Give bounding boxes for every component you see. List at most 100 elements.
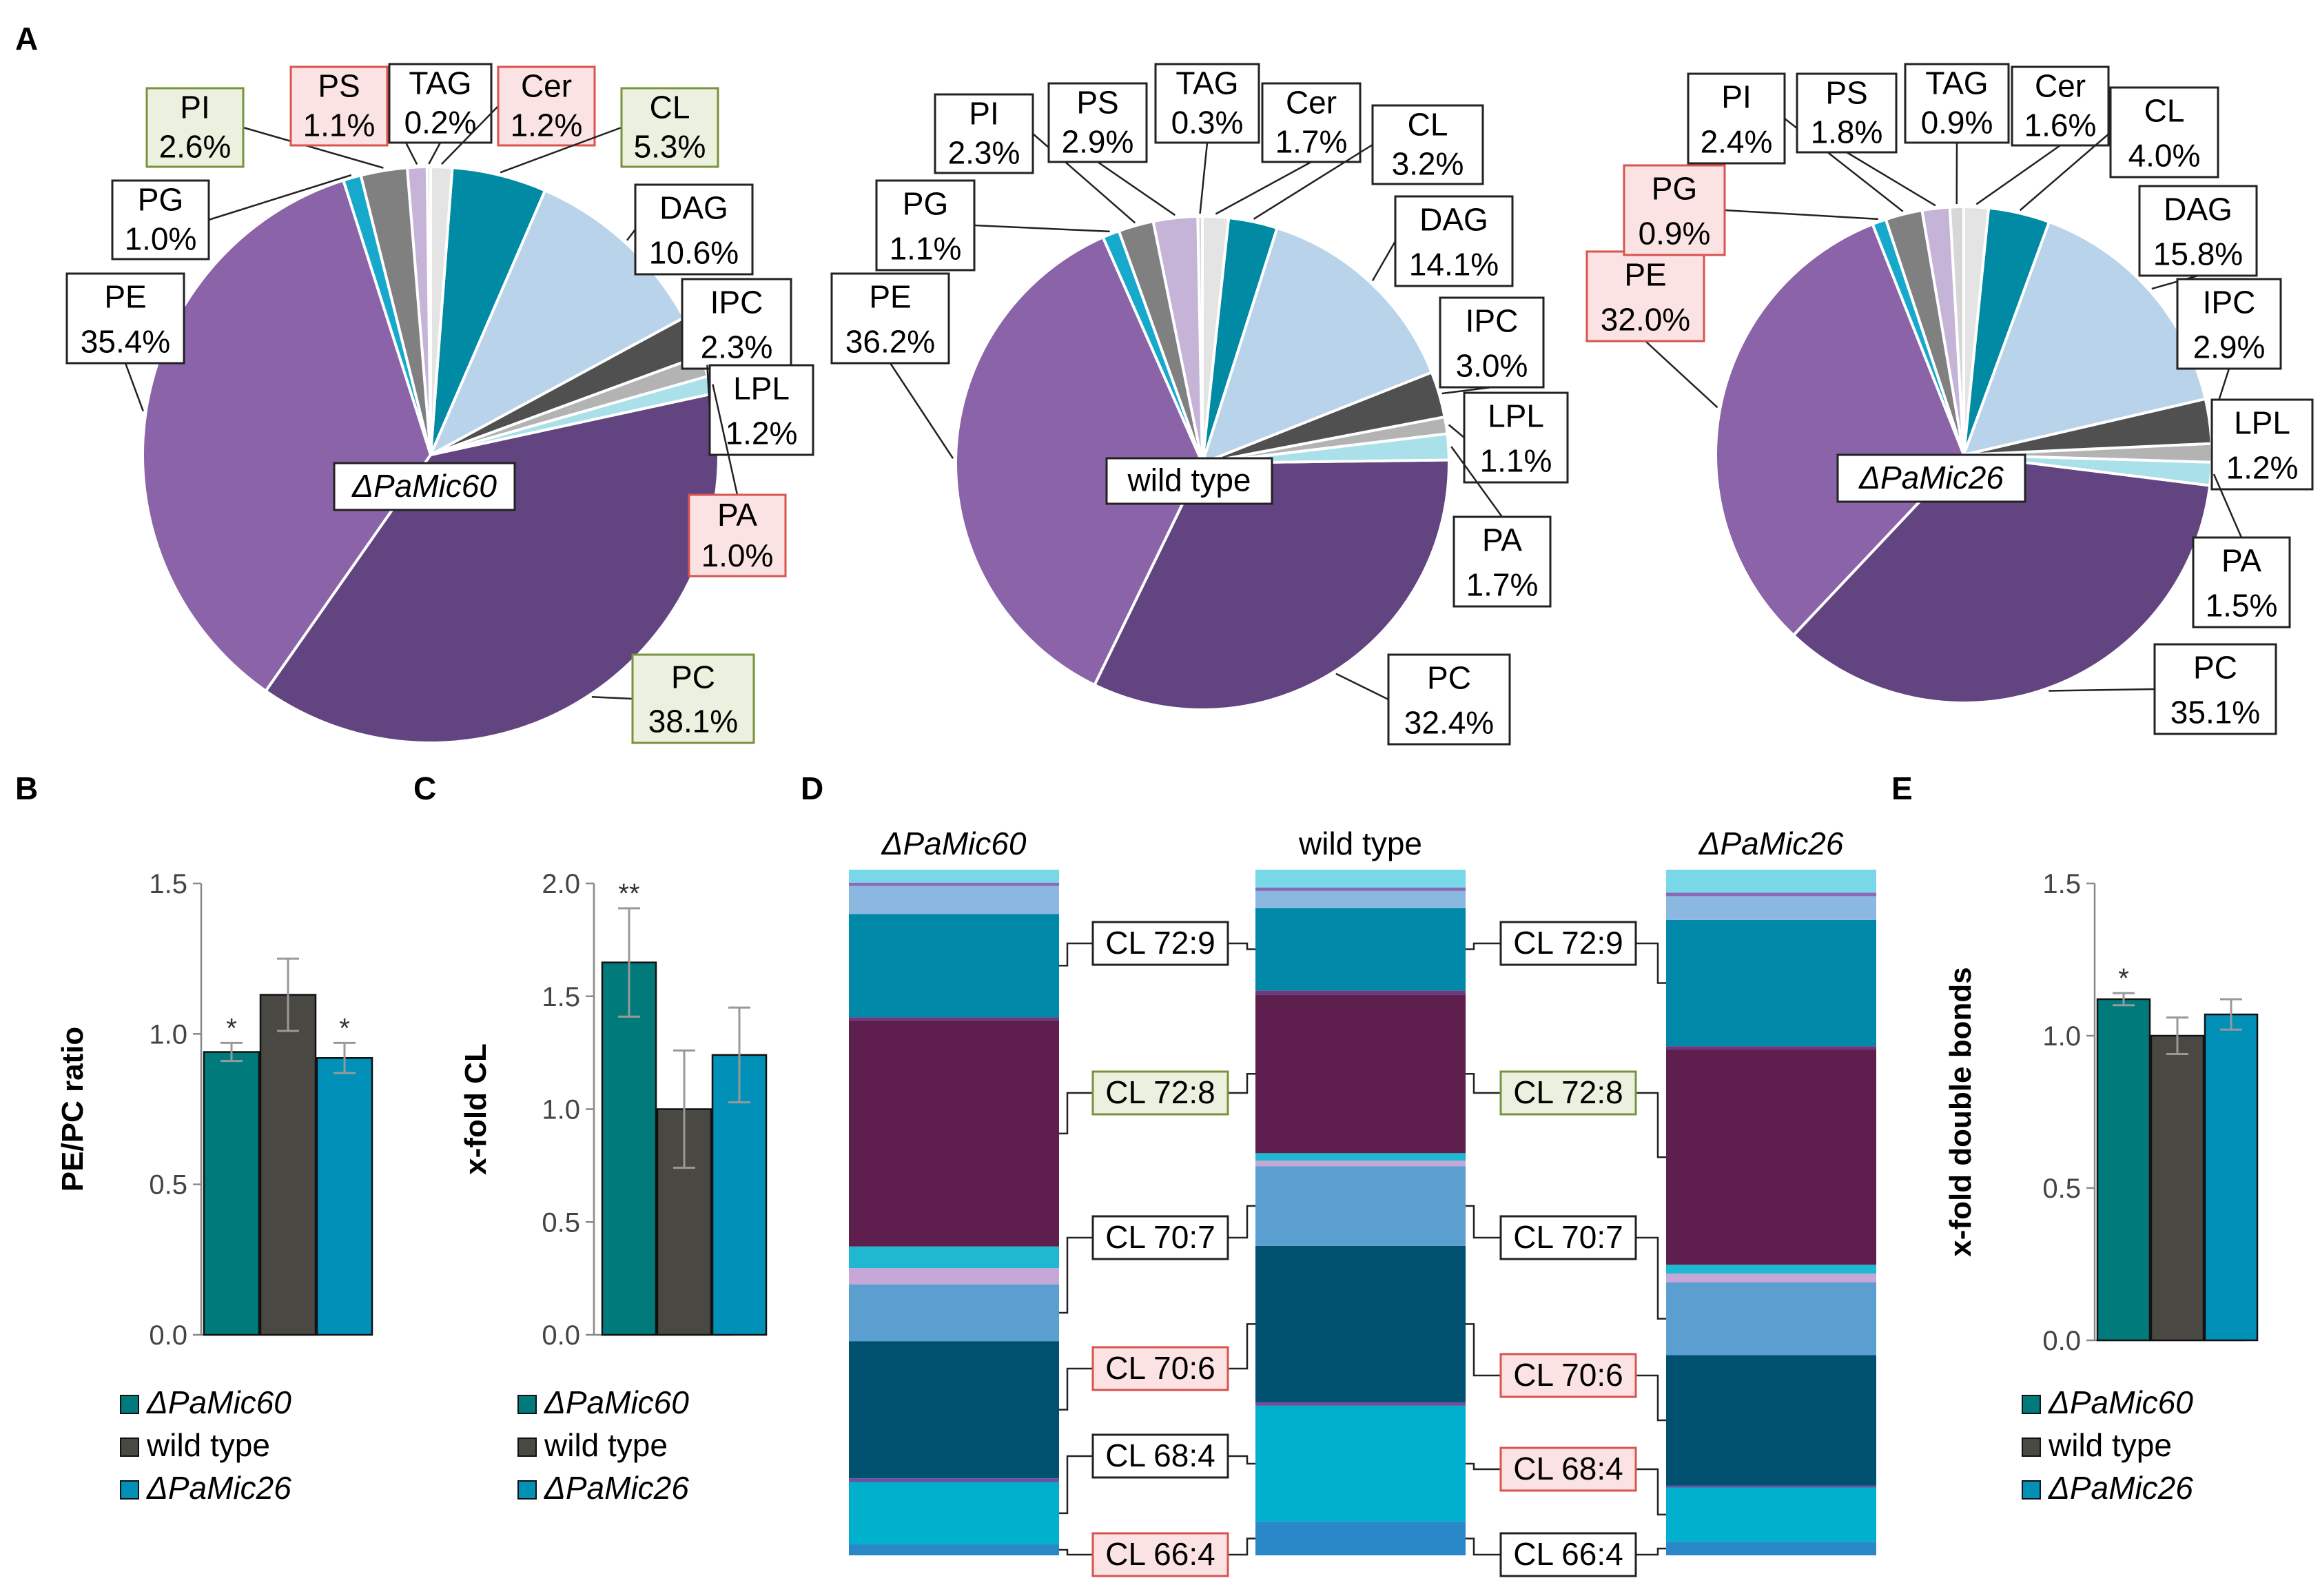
connector-right <box>1636 1547 1666 1556</box>
leader-line-pa <box>712 384 739 495</box>
pie-label-pa-box <box>688 493 787 577</box>
pie-label-cl-box <box>620 87 719 168</box>
pie-label-cer-box <box>2011 65 2110 147</box>
pie-label-pg-box <box>111 179 210 260</box>
leader-line-cl <box>500 126 622 174</box>
pie-label-pc-text-0: PC <box>1427 659 1471 695</box>
stack-label-box <box>1499 921 1637 966</box>
stack-segment-cl-68-4 <box>1666 1487 1876 1542</box>
pie-label-pe-text-0: PE <box>869 278 911 314</box>
pie-label-lpl-box <box>708 364 814 456</box>
legend-label: ΔPaMic60 <box>146 1384 291 1420</box>
pie-label-cl: CL 4.0% <box>2109 86 2219 178</box>
pie-label-lpl-text-1: 1.2% <box>2226 449 2299 485</box>
pie-label-ps-box <box>1796 72 1898 154</box>
connector-right <box>1228 1205 1255 1239</box>
legend-label: ΔPaMic60 <box>544 1384 689 1420</box>
pie-label-cer-box <box>497 65 596 147</box>
connector-left <box>1059 1367 1093 1411</box>
connector-left <box>1466 942 1501 950</box>
y-tick-label: 0.5 <box>149 1170 187 1200</box>
pie-label-pi-text-1: 2.4% <box>1701 123 1773 159</box>
panel-letter-d: D <box>801 770 823 806</box>
leader-line-pg <box>1724 209 1878 221</box>
stack-label-text: CL 68:4 <box>1105 1438 1215 1473</box>
leader-line-lpl <box>1448 424 1465 438</box>
pie-label-pi: PI 2.4% <box>1687 72 1786 165</box>
pie-slice-pe <box>1714 222 1966 637</box>
leader-line-dag <box>2151 274 2199 290</box>
connector-right <box>1636 1374 1666 1422</box>
pie-label-pa-text-0: PA <box>717 497 757 533</box>
connector-right <box>1228 1073 1255 1094</box>
pie-label-pi-box <box>145 87 245 168</box>
pie-label-pg-text-0: PG <box>903 185 948 221</box>
stack-segment-cl-70-5 <box>1255 1153 1466 1161</box>
stack-label-box <box>1091 1215 1229 1260</box>
leader-line-pg <box>208 174 352 221</box>
leader-line-cer <box>1215 161 1312 215</box>
stack-label-text: CL 68:4 <box>1513 1451 1623 1486</box>
pie-label-dag-text-1: 15.8% <box>2153 236 2243 272</box>
stack-label-text: CL 72:9 <box>1513 925 1623 961</box>
pie-label-lpl-text-1: 1.2% <box>726 415 798 451</box>
pie-label-lpl-text-0: LPL <box>1488 398 1544 433</box>
stack-column-1: wild type <box>1255 826 1466 1555</box>
pie-label-pa: PA 1.0% <box>688 493 787 577</box>
pie-label-tag-text-0: TAG <box>1925 65 1988 101</box>
connector-right <box>1636 1236 1666 1320</box>
stack-label-box <box>1499 1532 1637 1577</box>
pie-label-pe-text-0: PE <box>1624 256 1666 292</box>
bar-2 <box>316 1057 373 1336</box>
pie-label-ps: PS 1.1% <box>289 65 389 147</box>
pie-label-cer-box <box>1261 82 1362 163</box>
y-axis-title: x-fold double bonds <box>1944 967 1978 1256</box>
pie-label-ipc-text-0: IPC <box>710 284 763 320</box>
legend-swatch <box>517 1395 537 1414</box>
pie-label-lpl-text-0: LPL <box>733 370 790 406</box>
pie-label-lpl-box <box>2210 398 2314 491</box>
pie-label-pc-text-0: PC <box>671 659 715 695</box>
pie-label-pc-box <box>1387 653 1511 746</box>
pie-label-pi-box <box>934 93 1034 174</box>
pie-center-label: wild type <box>1127 462 1251 498</box>
leader-line-dag <box>1371 241 1397 281</box>
pie-label-pa-text-1: 1.7% <box>1466 566 1539 602</box>
pie-label-tag-box <box>1154 63 1260 144</box>
pie-label-pe-box <box>830 272 950 365</box>
significance-mark: ** <box>618 879 639 909</box>
pie-label-ipc-text-1: 3.0% <box>1456 347 1528 383</box>
pie-center-label: ΔPaMic26 <box>1858 460 2004 495</box>
connector-left <box>1466 1073 1501 1094</box>
leader-line-tag <box>1199 142 1209 214</box>
legend-label: wild type <box>2048 1427 2172 1463</box>
leader-line-tag <box>428 142 442 165</box>
stack-column-title: ΔPaMic26 <box>1698 826 1844 861</box>
stack-column-2: ΔPaMic26 <box>1666 826 1876 1555</box>
pie-slice-pc <box>263 392 720 745</box>
pie-slice-pe <box>954 235 1204 687</box>
stack-segment-cl-74-x <box>849 870 1059 883</box>
stack-label-box <box>1499 1353 1637 1398</box>
y-tick-label: 1.5 <box>542 982 580 1012</box>
y-tick-label: 1.0 <box>2042 1021 2081 1052</box>
connector-right <box>1636 942 1666 984</box>
stack-segment-cl-70-6 <box>849 1341 1059 1479</box>
pie-label-ps: PS 1.8% <box>1796 72 1898 154</box>
stack-label-right-1: CL 72:8 <box>1466 1070 1666 1158</box>
panel-letter-c: C <box>413 770 436 806</box>
pie-center-box <box>1836 453 2026 503</box>
pie-label-pi: PI2.6% <box>145 87 245 168</box>
bar-chart-e: 0.0 0.5 1.0 1.5 x-fold double bonds * ΔPaMic60… <box>1944 869 2259 1506</box>
pie-label-lpl: LPL 1.2% <box>2210 398 2314 491</box>
pie-center-box <box>1105 457 1273 505</box>
pie-label-dag-text-1: 14.1% <box>1409 246 1499 282</box>
leader-line-pg <box>974 224 1110 233</box>
pie-slice-pg <box>341 174 432 456</box>
stack-segment-cl-66-4 <box>1666 1542 1876 1555</box>
pie-label-cer: Cer 1.2% <box>497 65 596 147</box>
pie-label-dag-text-1: 10.6% <box>649 234 739 270</box>
pie-label-cer: Cer 1.6% <box>2011 65 2110 147</box>
